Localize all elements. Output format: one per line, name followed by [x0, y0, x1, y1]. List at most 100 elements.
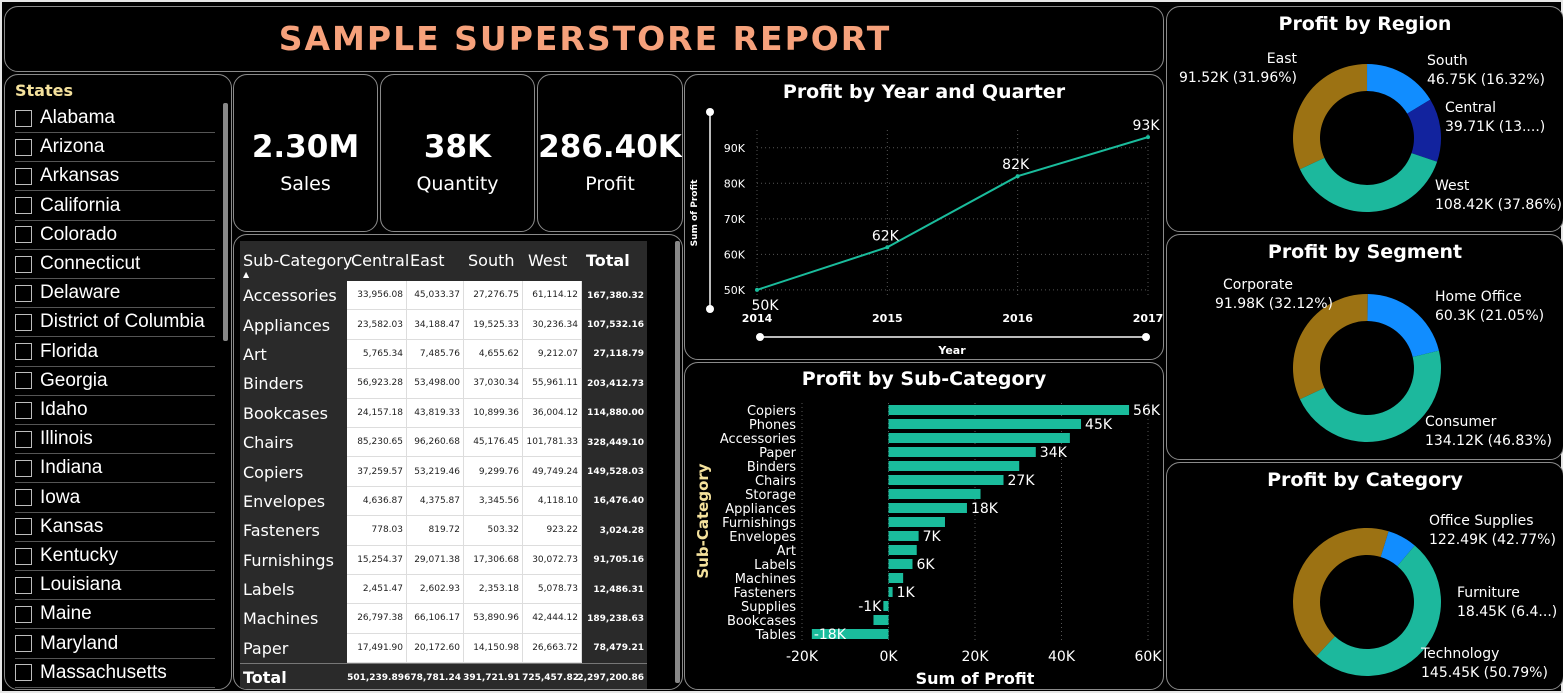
x-slider-handle-right[interactable]: [1142, 333, 1150, 341]
bar-appliances[interactable]: [888, 503, 967, 513]
state-item-connecticut[interactable]: Connecticut: [15, 251, 140, 277]
header-west[interactable]: West: [528, 251, 568, 270]
bar-tables[interactable]: [811, 629, 889, 639]
state-item-arizona[interactable]: Arizona: [15, 134, 104, 160]
slice-consumer[interactable]: [1299, 350, 1441, 443]
state-checkbox[interactable]: [15, 459, 32, 477]
bar-category-label: Chairs: [755, 474, 796, 489]
state-item-florida[interactable]: Florida: [15, 339, 98, 365]
state-checkbox[interactable]: [15, 197, 32, 215]
slice-technology[interactable]: [1316, 545, 1441, 676]
state-item-louisiana[interactable]: Louisiana: [15, 572, 121, 598]
row-total: 149,528.03: [582, 457, 647, 487]
state-item-indiana[interactable]: Indiana: [15, 455, 102, 481]
bar-category-label: Binders: [747, 460, 796, 475]
bar-machines[interactable]: [888, 573, 904, 583]
sales-label: Sales: [280, 173, 331, 195]
bar-category-label: Paper: [759, 446, 796, 461]
bar-furnishings[interactable]: [888, 517, 945, 527]
state-item-illinois[interactable]: Illinois: [15, 426, 93, 452]
state-item-idaho[interactable]: Idaho: [15, 397, 88, 423]
header-total[interactable]: Total: [586, 251, 630, 270]
state-checkbox[interactable]: [15, 343, 32, 361]
state-item-massachusetts[interactable]: Massachusetts: [15, 660, 167, 686]
header-south[interactable]: South: [468, 251, 515, 270]
slice-corporate[interactable]: [1293, 294, 1368, 400]
y-slider-handle-bottom[interactable]: [706, 305, 714, 313]
header-sub-category[interactable]: Sub-Category: [243, 251, 353, 270]
state-item-iowa[interactable]: Iowa: [15, 485, 80, 511]
states-scrollbar[interactable]: [223, 103, 228, 341]
state-checkbox[interactable]: [15, 138, 32, 156]
state-checkbox[interactable]: [15, 489, 32, 507]
bar-supplies[interactable]: [883, 601, 889, 611]
slice-south[interactable]: [1367, 64, 1431, 114]
state-checkbox[interactable]: [15, 167, 32, 185]
header-central[interactable]: Central: [351, 251, 410, 270]
state-checkbox[interactable]: [15, 430, 32, 448]
bar-envelopes[interactable]: [888, 531, 919, 541]
state-item-alabama[interactable]: Alabama: [15, 105, 115, 131]
state-item-maine[interactable]: Maine: [15, 601, 92, 627]
state-item-arkansas[interactable]: Arkansas: [15, 163, 119, 189]
slice-office-supplies[interactable]: [1293, 528, 1389, 657]
state-checkbox[interactable]: [15, 518, 32, 536]
state-item-delaware[interactable]: Delaware: [15, 280, 120, 306]
state-checkbox[interactable]: [15, 605, 32, 623]
x-slider-handle-left[interactable]: [756, 333, 764, 341]
state-checkbox[interactable]: [15, 372, 32, 390]
bar-fasteners[interactable]: [888, 587, 893, 597]
state-checkbox[interactable]: [15, 635, 32, 653]
state-item-kansas[interactable]: Kansas: [15, 514, 103, 540]
bar-accessories[interactable]: [888, 433, 1070, 443]
matrix-body: Accessories 33,956.08 45,033.37 27,276.75 61…: [240, 281, 647, 664]
profit-card: 286.40K Profit: [537, 74, 683, 232]
slice-central[interactable]: [1407, 99, 1441, 162]
state-checkbox[interactable]: [15, 547, 32, 565]
y-tick-label: 60K: [724, 248, 746, 261]
bar-paper[interactable]: [888, 447, 1036, 457]
slice-west[interactable]: [1299, 153, 1438, 212]
table-cell: 26,663.72: [523, 633, 582, 664]
state-checkbox[interactable]: [15, 401, 32, 419]
bar-art[interactable]: [888, 545, 917, 555]
state-checkbox[interactable]: [15, 226, 32, 244]
bar-phones[interactable]: [888, 419, 1082, 429]
header-east[interactable]: East: [410, 251, 445, 270]
bar-bookcases[interactable]: [873, 615, 889, 625]
state-checkbox[interactable]: [15, 255, 32, 273]
table-cell: 5,765.34: [347, 339, 407, 370]
state-item-kentucky[interactable]: Kentucky: [15, 543, 118, 569]
state-checkbox[interactable]: [15, 109, 32, 127]
bar-binders[interactable]: [888, 461, 1020, 471]
state-item-district-of-columbia[interactable]: District of Columbia: [15, 309, 205, 335]
bar-storage[interactable]: [888, 489, 981, 499]
slice-name-label: Office Supplies: [1429, 513, 1534, 529]
state-divider: [15, 482, 215, 484]
table-cell: 66,106.17: [407, 604, 464, 634]
table-cell: 101,781.33: [523, 427, 582, 458]
row-label: Furnishings: [240, 545, 347, 575]
table-row: Bookcases 24,157.18 43,819.33 10,899.36 36,0…: [240, 398, 647, 428]
bar-copiers[interactable]: [888, 405, 1130, 415]
bar-chairs[interactable]: [888, 475, 1004, 485]
state-label: Alabama: [40, 107, 115, 128]
bar-category-label: Accessories: [720, 432, 796, 447]
bar-labels[interactable]: [888, 559, 913, 569]
state-checkbox[interactable]: [15, 576, 32, 594]
state-item-georgia[interactable]: Georgia: [15, 368, 108, 394]
bar-data-label: -18K: [814, 627, 847, 643]
slice-home-office[interactable]: [1367, 294, 1439, 357]
state-item-colorado[interactable]: Colorado: [15, 222, 117, 248]
state-checkbox[interactable]: [15, 284, 32, 302]
state-checkbox[interactable]: [15, 664, 32, 682]
slice-east[interactable]: [1293, 64, 1368, 170]
y-tick-label: 70K: [724, 213, 746, 226]
slice-furniture[interactable]: [1380, 531, 1415, 567]
state-item-california[interactable]: California: [15, 193, 120, 219]
y-slider-handle-top[interactable]: [706, 108, 714, 116]
state-item-maryland[interactable]: Maryland: [15, 631, 118, 657]
state-checkbox[interactable]: [15, 313, 32, 331]
matrix-scrollbar[interactable]: [675, 241, 680, 683]
table-cell: 24,157.18: [347, 398, 407, 428]
